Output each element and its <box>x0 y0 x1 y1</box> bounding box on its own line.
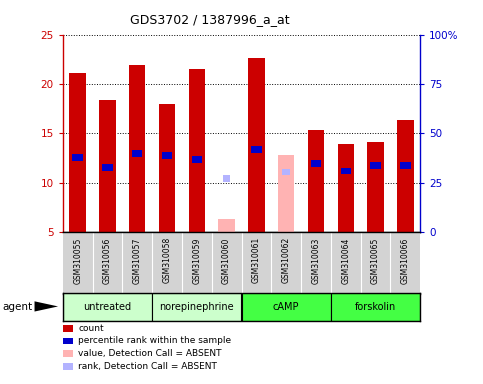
Bar <box>370 162 381 169</box>
Bar <box>129 65 145 232</box>
Bar <box>331 293 420 321</box>
Polygon shape <box>35 301 58 311</box>
Text: GSM310058: GSM310058 <box>163 237 171 283</box>
Bar <box>308 131 324 232</box>
Bar <box>311 160 321 167</box>
Bar <box>192 156 202 162</box>
Text: untreated: untreated <box>84 302 131 312</box>
Text: GSM310059: GSM310059 <box>192 237 201 284</box>
Text: GSM310056: GSM310056 <box>103 237 112 284</box>
Bar <box>248 58 265 232</box>
Text: rank, Detection Call = ABSENT: rank, Detection Call = ABSENT <box>78 362 217 371</box>
Text: GSM310061: GSM310061 <box>252 237 261 283</box>
Bar <box>218 220 235 232</box>
Text: value, Detection Call = ABSENT: value, Detection Call = ABSENT <box>78 349 222 358</box>
Bar <box>223 175 230 182</box>
Bar <box>368 142 384 232</box>
Bar <box>338 144 354 232</box>
Bar <box>70 73 86 232</box>
Text: agent: agent <box>2 302 32 312</box>
Text: GSM310062: GSM310062 <box>282 237 291 283</box>
Bar <box>159 104 175 232</box>
Bar <box>341 167 351 174</box>
Text: GSM310066: GSM310066 <box>401 237 410 284</box>
Bar <box>400 162 411 169</box>
Text: GSM310063: GSM310063 <box>312 237 320 284</box>
Text: GSM310057: GSM310057 <box>133 237 142 284</box>
Text: GDS3702 / 1387996_a_at: GDS3702 / 1387996_a_at <box>130 13 290 26</box>
Text: count: count <box>78 324 104 333</box>
Bar <box>152 293 242 321</box>
Text: GSM310055: GSM310055 <box>73 237 82 284</box>
Text: forskolin: forskolin <box>355 302 396 312</box>
Bar <box>99 100 115 232</box>
Bar <box>162 152 172 159</box>
Text: GSM310064: GSM310064 <box>341 237 350 284</box>
Bar <box>102 164 113 170</box>
Text: cAMP: cAMP <box>273 302 299 312</box>
Bar <box>278 155 294 232</box>
Bar <box>132 150 142 157</box>
Bar <box>251 146 262 153</box>
Bar <box>189 69 205 232</box>
Bar <box>397 119 413 232</box>
Bar <box>242 293 331 321</box>
Bar <box>72 154 83 161</box>
Text: GSM310060: GSM310060 <box>222 237 231 284</box>
Text: norepinephrine: norepinephrine <box>159 302 234 312</box>
Bar <box>63 293 152 321</box>
Text: percentile rank within the sample: percentile rank within the sample <box>78 336 231 346</box>
Bar <box>283 169 290 175</box>
Text: GSM310065: GSM310065 <box>371 237 380 284</box>
